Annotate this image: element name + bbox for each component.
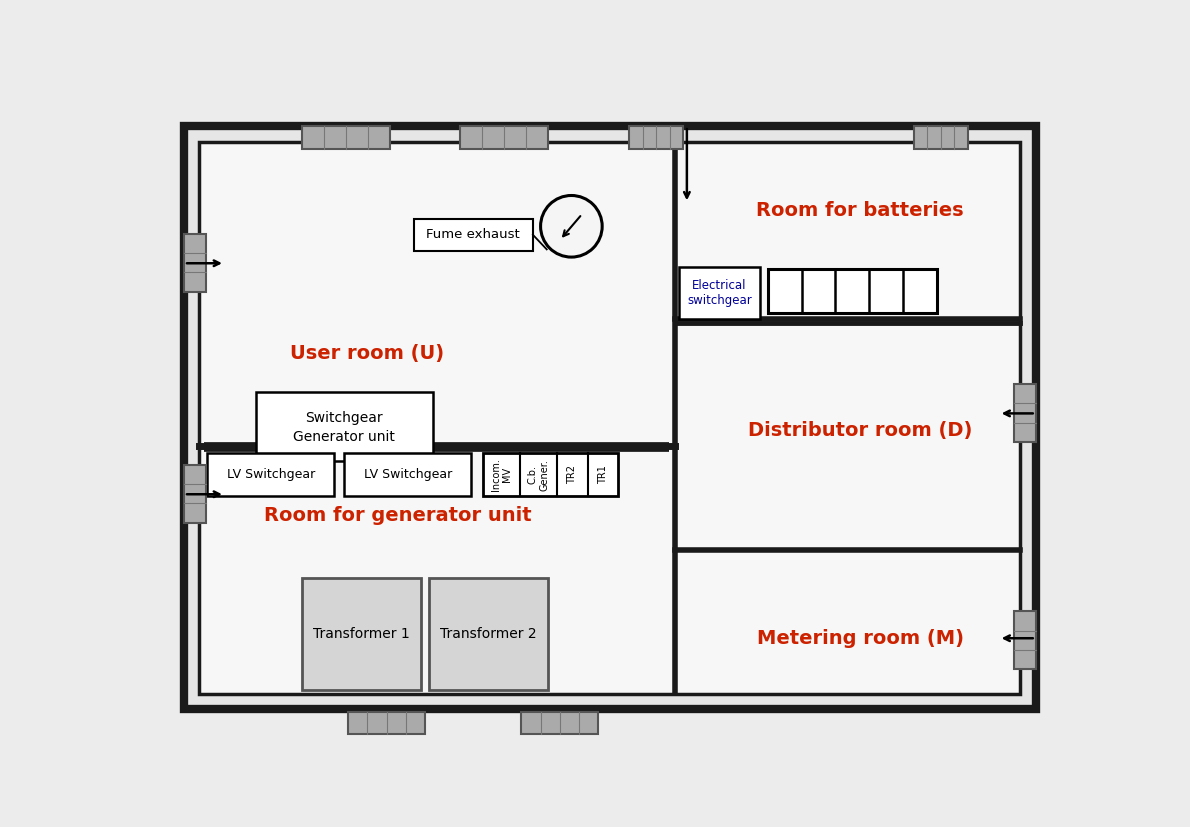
Text: LV Switchgear: LV Switchgear [364, 468, 452, 481]
Bar [302, 578, 421, 690]
Text: Room for generator unit: Room for generator unit [264, 505, 532, 524]
Text: Electrical
switchgear: Electrical switchgear [688, 280, 752, 308]
Bar [1014, 611, 1035, 669]
Bar [428, 578, 549, 690]
Bar [344, 453, 471, 496]
Text: User room (U): User room (U) [290, 344, 444, 363]
Text: Transformer 2: Transformer 2 [440, 627, 537, 641]
Bar [630, 127, 683, 150]
Text: TR1: TR1 [597, 465, 608, 484]
Bar [483, 453, 619, 496]
Bar [768, 269, 938, 313]
Bar [459, 127, 549, 150]
Bar [302, 127, 390, 150]
Bar [1014, 384, 1035, 442]
Bar [679, 267, 760, 319]
Text: Room for batteries: Room for batteries [757, 202, 964, 220]
Bar [256, 392, 433, 461]
Text: Switchgear: Switchgear [306, 411, 383, 425]
Bar [207, 453, 334, 496]
Bar [200, 141, 1020, 694]
Text: Fume exhaust: Fume exhaust [426, 228, 520, 241]
Text: Distributor room (D): Distributor room (D) [749, 421, 972, 440]
Bar [414, 218, 533, 251]
Bar [349, 712, 425, 734]
Bar [914, 127, 967, 150]
Text: Generator unit: Generator unit [293, 430, 395, 444]
Text: Incom.
MV: Incom. MV [490, 458, 512, 491]
Text: Metering room (M): Metering room (M) [757, 629, 964, 648]
Bar [184, 465, 206, 523]
Text: C.b.
Gener.: C.b. Gener. [527, 459, 549, 490]
Bar [521, 712, 599, 734]
Circle shape [540, 195, 602, 257]
Bar [184, 234, 206, 292]
Text: LV Switchgear: LV Switchgear [226, 468, 315, 481]
Text: Transformer 1: Transformer 1 [313, 627, 409, 641]
Text: TR2: TR2 [568, 465, 577, 484]
